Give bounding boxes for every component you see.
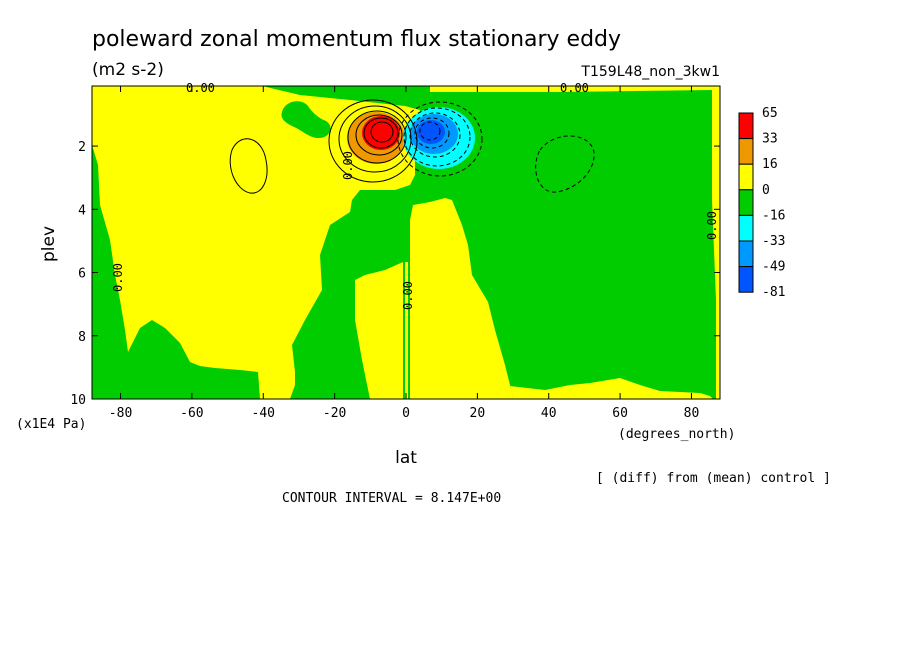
chart-title: poleward zonal momentum flux stationary …: [92, 27, 621, 52]
fill-positive-tropics-right: [410, 198, 513, 399]
y-axis-units: (x1E4 Pa): [16, 417, 86, 432]
fill-positive-core-65: [362, 116, 400, 150]
y-tick-label: 10: [70, 393, 86, 408]
x-axis-units: (degrees_north): [618, 427, 735, 442]
x-tick-label: 80: [684, 406, 700, 421]
fill-positive-streak: [405, 262, 408, 399]
contour-pos-6: [370, 121, 394, 143]
fill-positive-tropics-left: [355, 262, 403, 399]
x-tick-label: 20: [470, 406, 486, 421]
contour-field: [92, 86, 720, 399]
colorbar-label: -33: [762, 234, 785, 249]
contour-pos-blob: [229, 138, 268, 194]
colorbar-label: 0: [762, 183, 770, 198]
zero-label-top-left: 0.00: [186, 81, 215, 95]
y-tick-label: 2: [78, 140, 86, 155]
y-axis: 2 4 6 8 10: [70, 140, 720, 408]
fill-negative-southwest: [92, 145, 260, 399]
x-axis-label: lat: [395, 448, 417, 468]
x-tick-label: -40: [252, 406, 275, 421]
colorbar-label: -16: [762, 208, 785, 223]
fill-negative-small-blob: [281, 101, 331, 139]
run-label: T159L48_non_3kw1: [580, 64, 720, 80]
zero-label-top-right: 0.00: [560, 81, 589, 95]
colorbar-swatch: [738, 240, 754, 268]
x-tick-label: 40: [541, 406, 557, 421]
contour-neg-blob: [535, 135, 595, 193]
colorbar-label: -49: [762, 260, 785, 275]
colorbar-swatch: [738, 266, 754, 293]
x-tick-label: -60: [180, 406, 203, 421]
x-tick-label: -80: [109, 406, 132, 421]
contour-lines: [229, 99, 595, 194]
zero-label-east-edge: 0.00: [705, 211, 719, 240]
x-tick-label: -20: [323, 406, 346, 421]
contour-neg-3: [409, 112, 461, 158]
x-tick-label: 60: [612, 406, 628, 421]
contour-interval: CONTOUR INTERVAL = 8.147E+00: [282, 491, 501, 506]
y-tick-label: 8: [78, 330, 86, 345]
fill-positive-east-edge: [712, 86, 720, 399]
y-tick-label: 4: [78, 203, 86, 218]
contour-pos-4: [355, 114, 403, 156]
colorbar-label: -81: [762, 285, 785, 300]
contour-neg-5: [419, 121, 441, 141]
contour-neg-4: [414, 117, 450, 149]
colorbar-label: 33: [762, 132, 778, 147]
contour-neg-1: [397, 101, 483, 177]
contour-pos-2: [338, 105, 412, 173]
colorbar: 65 33 16 0 -16 -33 -49 -81: [738, 106, 785, 300]
contour-neg-2: [403, 107, 471, 167]
colorbar-label: 65: [762, 106, 778, 121]
colorbar-swatch: [738, 112, 754, 140]
x-axis: -80 -60 -40 -20 0 20 40 60 80: [109, 86, 699, 421]
fill-negative-core-49: [417, 120, 445, 144]
colorbar-swatch: [738, 189, 754, 216]
y-tick-label: 6: [78, 267, 86, 282]
contour-pos-1: [328, 99, 418, 183]
contour-pos-3: [347, 110, 407, 164]
fill-positive-top-right: [430, 86, 712, 92]
zero-label-equator: 0.00: [401, 281, 415, 310]
fill-negative-top-blob: [262, 86, 405, 96]
y-axis-label: plev: [39, 226, 59, 262]
colorbar-swatch: [738, 163, 754, 191]
fill-positive-southeast: [510, 378, 713, 399]
colorbar-label: 16: [762, 157, 778, 172]
contour-pos-5: [363, 117, 399, 149]
zero-label-west-edge: 0.00: [111, 263, 125, 292]
footnote: [ (diff) from (mean) control ]: [596, 471, 831, 486]
x-tick-label: 0: [402, 406, 410, 421]
units-label: (m2 s-2): [92, 60, 164, 80]
colorbar-swatch: [738, 214, 754, 242]
colorbar-swatch: [738, 138, 754, 165]
zero-label-mid-left: 0.00: [341, 151, 355, 180]
fill-positive-south: [92, 86, 420, 399]
